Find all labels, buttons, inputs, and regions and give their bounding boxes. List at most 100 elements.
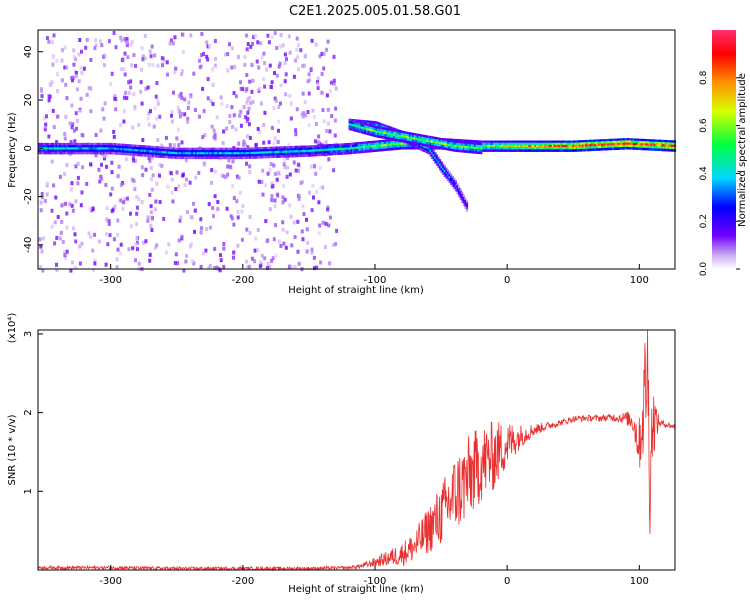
heatmap-speckle: [202, 109, 206, 114]
heatmap-cell: [373, 130, 377, 133]
heatmap-speckle: [56, 114, 60, 119]
heatmap-cell: [354, 127, 358, 130]
heatmap-cell: [651, 148, 654, 151]
heatmap-cell: [141, 147, 144, 150]
heatmap-cell: [558, 144, 561, 148]
heatmap-speckle: [256, 227, 260, 232]
heatmap-cell: [258, 147, 261, 150]
heatmap-cell: [118, 150, 122, 153]
heatmap-cell: [50, 149, 53, 153]
heatmap-cell: [462, 201, 465, 204]
heatmap-cell: [117, 143, 120, 146]
heatmap-cell: [439, 144, 442, 147]
heatmap-cell: [99, 149, 102, 153]
heatmap-cell: [150, 150, 153, 153]
heatmap-speckle: [80, 133, 84, 137]
heatmap-speckle: [165, 250, 168, 255]
heatmap-speckle: [255, 59, 259, 64]
heatmap-speckle: [238, 190, 242, 195]
heatmap-cell: [396, 142, 399, 146]
heatmap-speckle: [316, 86, 320, 90]
heatmap-speckle: [160, 163, 164, 168]
heatmap-cell: [370, 131, 373, 134]
heatmap-cell: [539, 140, 542, 144]
heatmap-cell: [520, 149, 523, 152]
heatmap-cell: [486, 144, 489, 148]
heatmap-cell: [42, 149, 45, 153]
heatmap-cell: [531, 142, 534, 146]
heatmap-speckle: [275, 177, 279, 182]
heatmap-cell: [531, 140, 534, 144]
heatmap-speckle: [200, 32, 204, 36]
heatmap-cell: [80, 149, 83, 153]
heatmap-cell: [394, 138, 397, 141]
heatmap-speckle: [119, 123, 123, 128]
heatmap-speckle: [251, 78, 255, 83]
heatmap-cell: [435, 158, 438, 162]
heatmap-cell: [456, 183, 459, 186]
heatmap-cell: [459, 145, 462, 148]
heatmap-cell: [410, 136, 413, 140]
heatmap-speckle: [317, 200, 321, 205]
heatmap-speckle: [65, 96, 69, 101]
heatmap-cell: [215, 147, 218, 151]
heatmap-cell: [643, 143, 646, 146]
heatmap-speckle: [121, 57, 125, 62]
x-tick-label: 100: [630, 275, 649, 286]
heatmap-cell: [375, 121, 378, 124]
heatmap-cell: [624, 146, 627, 150]
heatmap-speckle: [288, 172, 292, 177]
heatmap-cell: [223, 149, 226, 153]
heatmap-cell: [52, 147, 55, 150]
heatmap-cell: [296, 150, 299, 153]
heatmap-cell: [435, 163, 438, 166]
heatmap-cell: [122, 152, 125, 156]
heatmap-cell: [45, 147, 49, 150]
heatmap-cell: [597, 141, 600, 145]
heatmap-cell: [372, 149, 375, 153]
heatmap-cell: [488, 142, 491, 146]
heatmap-cell: [53, 145, 57, 148]
heatmap-speckle: [256, 248, 260, 253]
heatmap-cell: [596, 143, 599, 147]
heatmap-speckle: [50, 159, 54, 164]
heatmap-cell: [161, 146, 164, 150]
heatmap-cell: [58, 142, 61, 146]
heatmap-cell: [369, 122, 372, 126]
heatmap-cell: [277, 150, 280, 154]
heatmap-speckle: [63, 250, 67, 255]
heatmap-speckle: [156, 101, 160, 106]
heatmap-speckle: [256, 127, 260, 131]
heatmap-cell: [179, 149, 182, 153]
heatmap-cell: [296, 148, 299, 151]
heatmap-cell: [469, 148, 472, 151]
heatmap-cell: [372, 125, 375, 128]
heatmap-speckle: [321, 185, 325, 190]
heatmap-cell: [567, 147, 570, 150]
heatmap-speckle: [70, 125, 74, 130]
heatmap-cell: [245, 156, 248, 159]
heatmap-cell: [350, 144, 353, 148]
heatmap-cell: [364, 125, 367, 128]
heatmap-speckle: [141, 173, 145, 178]
heatmap-cell: [356, 127, 359, 131]
heatmap-cell: [163, 148, 166, 152]
heatmap-cell: [453, 177, 456, 181]
heatmap-cell: [115, 152, 118, 155]
heatmap-cell: [440, 165, 443, 169]
heatmap-cell: [44, 149, 47, 153]
heatmap-cell: [429, 151, 432, 155]
heatmap-cell: [421, 146, 424, 150]
heatmap-speckle: [88, 206, 92, 211]
heatmap-cell: [367, 130, 370, 134]
heatmap-cell: [225, 152, 228, 155]
heatmap-cell: [358, 128, 361, 131]
heatmap-cell: [359, 148, 363, 152]
heatmap-cell: [364, 120, 367, 123]
heatmap-cell: [510, 149, 513, 152]
heatmap-cell: [328, 150, 331, 154]
heatmap-cell: [172, 151, 175, 155]
heatmap-cell: [558, 140, 561, 144]
heatmap-cell: [348, 121, 351, 124]
heatmap-cell: [542, 140, 545, 144]
